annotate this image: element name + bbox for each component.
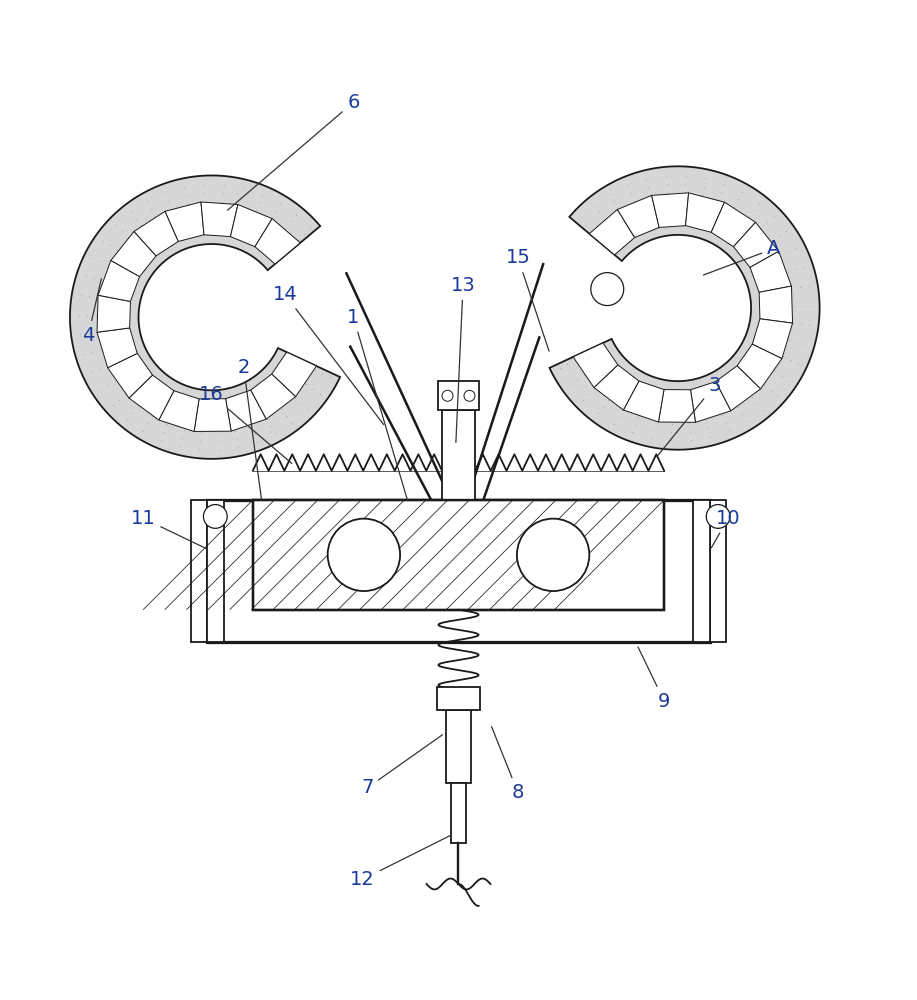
Polygon shape: [652, 193, 689, 227]
Bar: [438, 381, 479, 410]
Text: 10: 10: [712, 509, 741, 548]
Polygon shape: [271, 352, 316, 397]
Polygon shape: [194, 399, 231, 431]
Text: 8: 8: [492, 727, 525, 802]
Polygon shape: [98, 260, 139, 301]
Text: 12: 12: [350, 835, 451, 889]
Circle shape: [327, 519, 400, 591]
Text: 11: 11: [131, 509, 207, 549]
Circle shape: [464, 390, 475, 401]
Polygon shape: [201, 202, 238, 237]
Polygon shape: [759, 286, 792, 323]
Polygon shape: [590, 209, 635, 255]
Text: 9: 9: [638, 647, 670, 711]
Text: 1: 1: [348, 308, 407, 500]
Circle shape: [591, 273, 624, 306]
Circle shape: [517, 519, 590, 591]
Polygon shape: [624, 381, 664, 422]
Polygon shape: [255, 219, 300, 264]
Bar: [207, 500, 224, 642]
Polygon shape: [134, 211, 178, 256]
Polygon shape: [737, 344, 782, 389]
Text: 13: 13: [450, 276, 475, 442]
Polygon shape: [594, 365, 639, 410]
Circle shape: [442, 390, 453, 401]
Text: 2: 2: [238, 358, 261, 500]
Polygon shape: [658, 390, 695, 422]
Polygon shape: [573, 343, 618, 388]
Bar: [191, 500, 207, 642]
Polygon shape: [715, 366, 760, 411]
Polygon shape: [226, 390, 266, 431]
Bar: [451, 783, 466, 843]
Polygon shape: [549, 166, 820, 450]
Polygon shape: [107, 353, 152, 398]
Circle shape: [204, 505, 227, 528]
Polygon shape: [750, 251, 791, 292]
Text: 14: 14: [272, 285, 383, 425]
Text: A: A: [703, 239, 780, 275]
Bar: [436, 687, 481, 710]
Bar: [446, 710, 471, 783]
Polygon shape: [691, 382, 731, 422]
Polygon shape: [129, 375, 174, 420]
Text: 16: 16: [199, 385, 292, 463]
Circle shape: [706, 505, 730, 528]
Text: 15: 15: [505, 248, 549, 351]
Polygon shape: [70, 175, 340, 459]
Bar: [710, 500, 726, 642]
Text: 3: 3: [657, 376, 721, 457]
Polygon shape: [617, 195, 659, 238]
Polygon shape: [159, 391, 199, 431]
Polygon shape: [97, 328, 138, 368]
Polygon shape: [230, 205, 272, 247]
Polygon shape: [752, 319, 792, 359]
Polygon shape: [165, 202, 204, 241]
Polygon shape: [686, 193, 724, 232]
Bar: [253, 500, 664, 610]
Bar: [253, 500, 664, 610]
Polygon shape: [111, 231, 156, 277]
Text: 7: 7: [361, 735, 443, 797]
Text: 6: 6: [227, 93, 359, 210]
Polygon shape: [97, 295, 130, 332]
Polygon shape: [734, 222, 779, 267]
Polygon shape: [250, 374, 295, 419]
Bar: [693, 500, 710, 642]
Text: 4: 4: [82, 279, 102, 345]
Polygon shape: [712, 202, 756, 247]
Bar: [442, 410, 475, 500]
